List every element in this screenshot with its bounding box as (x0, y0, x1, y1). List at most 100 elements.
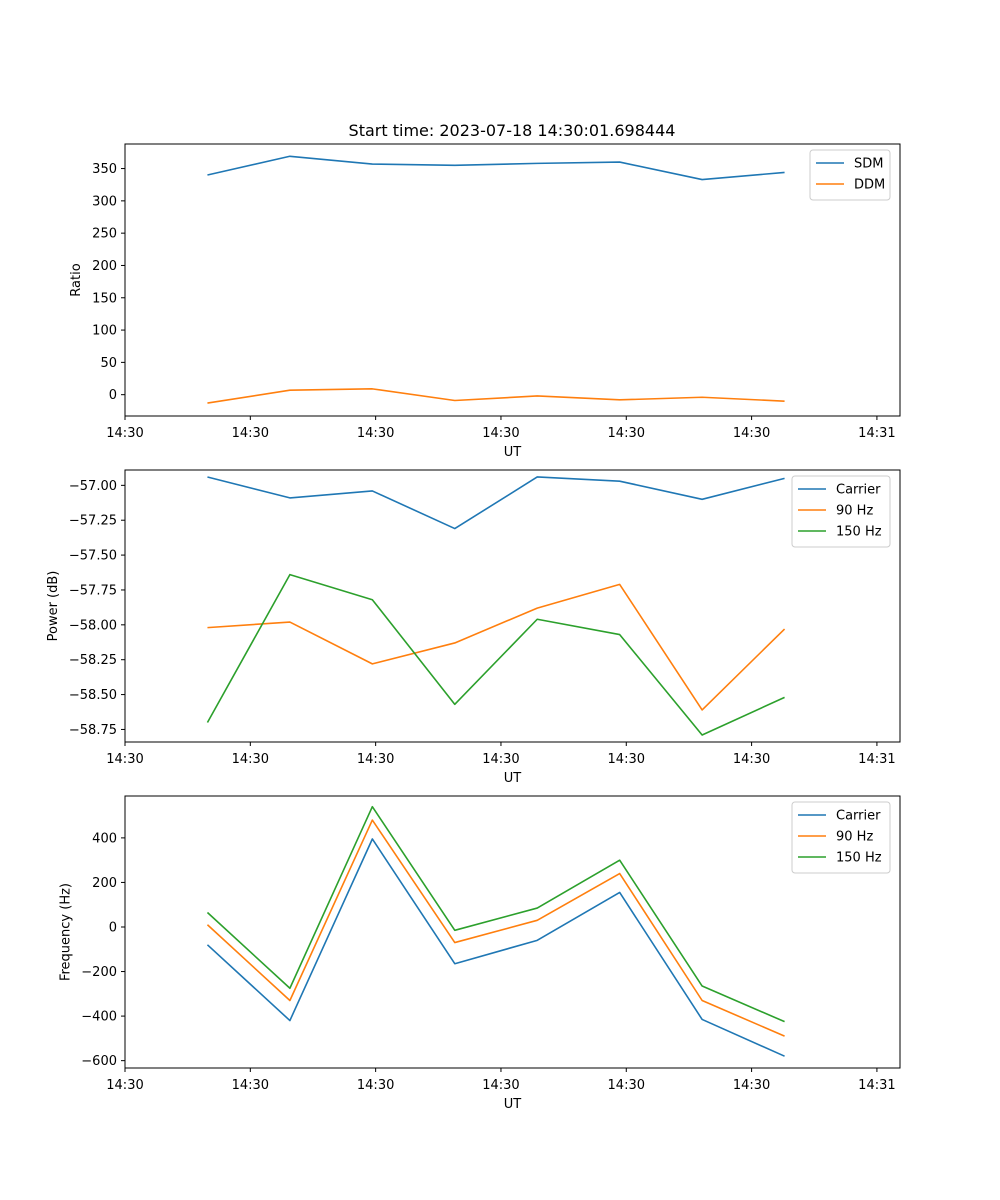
data-point-150-hz (206, 721, 208, 723)
x-tick-label: 14:30 (482, 426, 519, 441)
data-point-carrier (454, 963, 456, 965)
y-tick-label: 0 (109, 920, 117, 935)
y-tick-label: −57.75 (69, 583, 117, 598)
x-axis-label: UT (504, 445, 522, 460)
data-point-150-hz (371, 599, 373, 601)
y-tick-label: 250 (92, 227, 117, 242)
series-line-carrier (206, 838, 785, 1057)
data-point-150-hz (701, 734, 703, 736)
data-point-90-hz (783, 1035, 785, 1037)
figure-title: Start time: 2023-07-18 14:30:01.698444 (349, 121, 676, 140)
data-point-ddm (206, 402, 208, 404)
y-tick-label: −58.00 (69, 618, 117, 633)
data-point-150-hz (454, 703, 456, 705)
data-point-carrier (783, 477, 785, 479)
x-tick-label: 14:30 (106, 752, 143, 767)
x-tick-label: 14:31 (858, 426, 895, 441)
y-tick-label: 200 (92, 876, 117, 891)
axes-frame (124, 143, 901, 417)
data-point-90-hz (289, 999, 291, 1001)
data-point-90-hz (701, 709, 703, 711)
series-line-carrier (207, 476, 785, 530)
y-tick-label: 150 (92, 291, 117, 306)
x-tick-label: 14:30 (608, 426, 645, 441)
y-tick-label: −57.00 (69, 479, 117, 494)
data-point-carrier (371, 490, 373, 492)
y-tick-label: −400 (81, 1010, 117, 1025)
data-point-sdm (783, 171, 785, 173)
y-tick-label: 0 (109, 388, 117, 403)
data-point-150-hz (536, 907, 538, 909)
data-point-90-hz (371, 819, 373, 821)
frequency-subplot: 14:30 14:30 14:30 14:30 14:30 14:30 14:31 −600 −… (58, 795, 901, 1112)
x-tick-label: 14:30 (608, 752, 645, 767)
data-point-150-hz (371, 805, 373, 807)
y-axis-label: Frequency (Hz) (58, 883, 73, 981)
legend-label-150-hz: 150 Hz (836, 525, 882, 540)
data-point-150-hz (783, 696, 785, 698)
data-point-carrier (536, 939, 538, 941)
x-tick-label: 14:30 (357, 1078, 394, 1093)
y-axis-label: Power (dB) (46, 571, 61, 642)
data-point-ddm (454, 399, 456, 401)
x-tick-label: 14:30 (106, 1078, 143, 1093)
data-point-ddm (371, 388, 373, 390)
legend: Carrier 90 Hz 150 Hz (791, 475, 891, 548)
data-point-carrier (206, 944, 208, 946)
data-point-150-hz (536, 618, 538, 620)
data-point-ddm (783, 400, 785, 402)
data-point-sdm (206, 174, 208, 176)
y-tick-label: 50 (100, 356, 117, 371)
data-point-sdm (371, 163, 373, 165)
data-point-150-hz (206, 911, 208, 913)
series-line-150-hz (206, 573, 785, 736)
y-tick-label: −600 (81, 1054, 117, 1069)
x-tick-label: 14:30 (482, 1078, 519, 1093)
legend-box (791, 801, 891, 874)
x-tick-label: 14:30 (357, 426, 394, 441)
series-line-90-hz (207, 583, 786, 711)
power-subplot: 14:30 14:30 14:30 14:30 14:30 14:30 14:31 −58.7… (46, 469, 901, 786)
data-point-90-hz (701, 999, 703, 1001)
x-tick-label: 14:30 (232, 1078, 269, 1093)
y-tick-label: −57.25 (69, 514, 117, 529)
legend-label-sdm: SDM (854, 157, 883, 172)
data-point-carrier (289, 1019, 291, 1021)
y-tick-label: 100 (92, 324, 117, 339)
data-point-ddm (618, 399, 620, 401)
data-point-carrier (454, 527, 456, 529)
data-point-90-hz (783, 628, 785, 630)
legend-label-150-hz: 150 Hz (836, 851, 882, 866)
data-point-150-hz (454, 929, 456, 931)
data-point-90-hz (536, 919, 538, 921)
x-tick-label: 14:31 (858, 1078, 895, 1093)
data-point-sdm (289, 155, 291, 157)
y-tick-label: 400 (92, 831, 117, 846)
axes-frame (124, 469, 901, 743)
data-point-90-hz (206, 626, 208, 628)
data-point-carrier (289, 497, 291, 499)
data-point-90-hz (536, 607, 538, 609)
legend-label-90-hz: 90 Hz (836, 830, 873, 845)
legend-label-ddm: DDM (854, 178, 885, 193)
x-tick-label: 14:30 (232, 426, 269, 441)
axes-frame (124, 795, 901, 1069)
series-line-150-hz (206, 805, 785, 1023)
data-point-carrier (371, 838, 373, 840)
data-point-90-hz (618, 872, 620, 874)
data-point-sdm (618, 161, 620, 163)
y-tick-label: 200 (92, 259, 117, 274)
data-point-carrier (701, 1018, 703, 1020)
y-tick-label: −58.50 (69, 688, 117, 703)
x-tick-label: 14:30 (733, 426, 770, 441)
legend: SDM DDM (809, 149, 891, 201)
data-point-90-hz (618, 583, 620, 585)
data-point-150-hz (289, 573, 291, 575)
data-point-ddm (289, 389, 291, 391)
data-point-150-hz (289, 987, 291, 989)
series-line-ddm (207, 388, 785, 404)
data-point-carrier (618, 891, 620, 893)
series-line-90-hz (206, 819, 785, 1037)
y-tick-label: −57.50 (69, 549, 117, 564)
